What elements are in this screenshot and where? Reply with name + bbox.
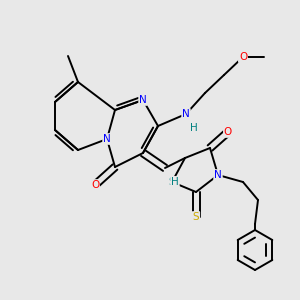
Text: N: N: [182, 109, 190, 119]
Text: S: S: [169, 177, 175, 187]
Text: O: O: [239, 52, 247, 62]
Text: N: N: [103, 134, 111, 144]
Text: H: H: [171, 177, 179, 187]
Text: N: N: [214, 170, 222, 180]
Text: N: N: [139, 95, 147, 105]
Text: O: O: [91, 180, 99, 190]
Text: H: H: [190, 123, 198, 133]
Text: O: O: [224, 127, 232, 137]
Text: S: S: [193, 212, 199, 222]
